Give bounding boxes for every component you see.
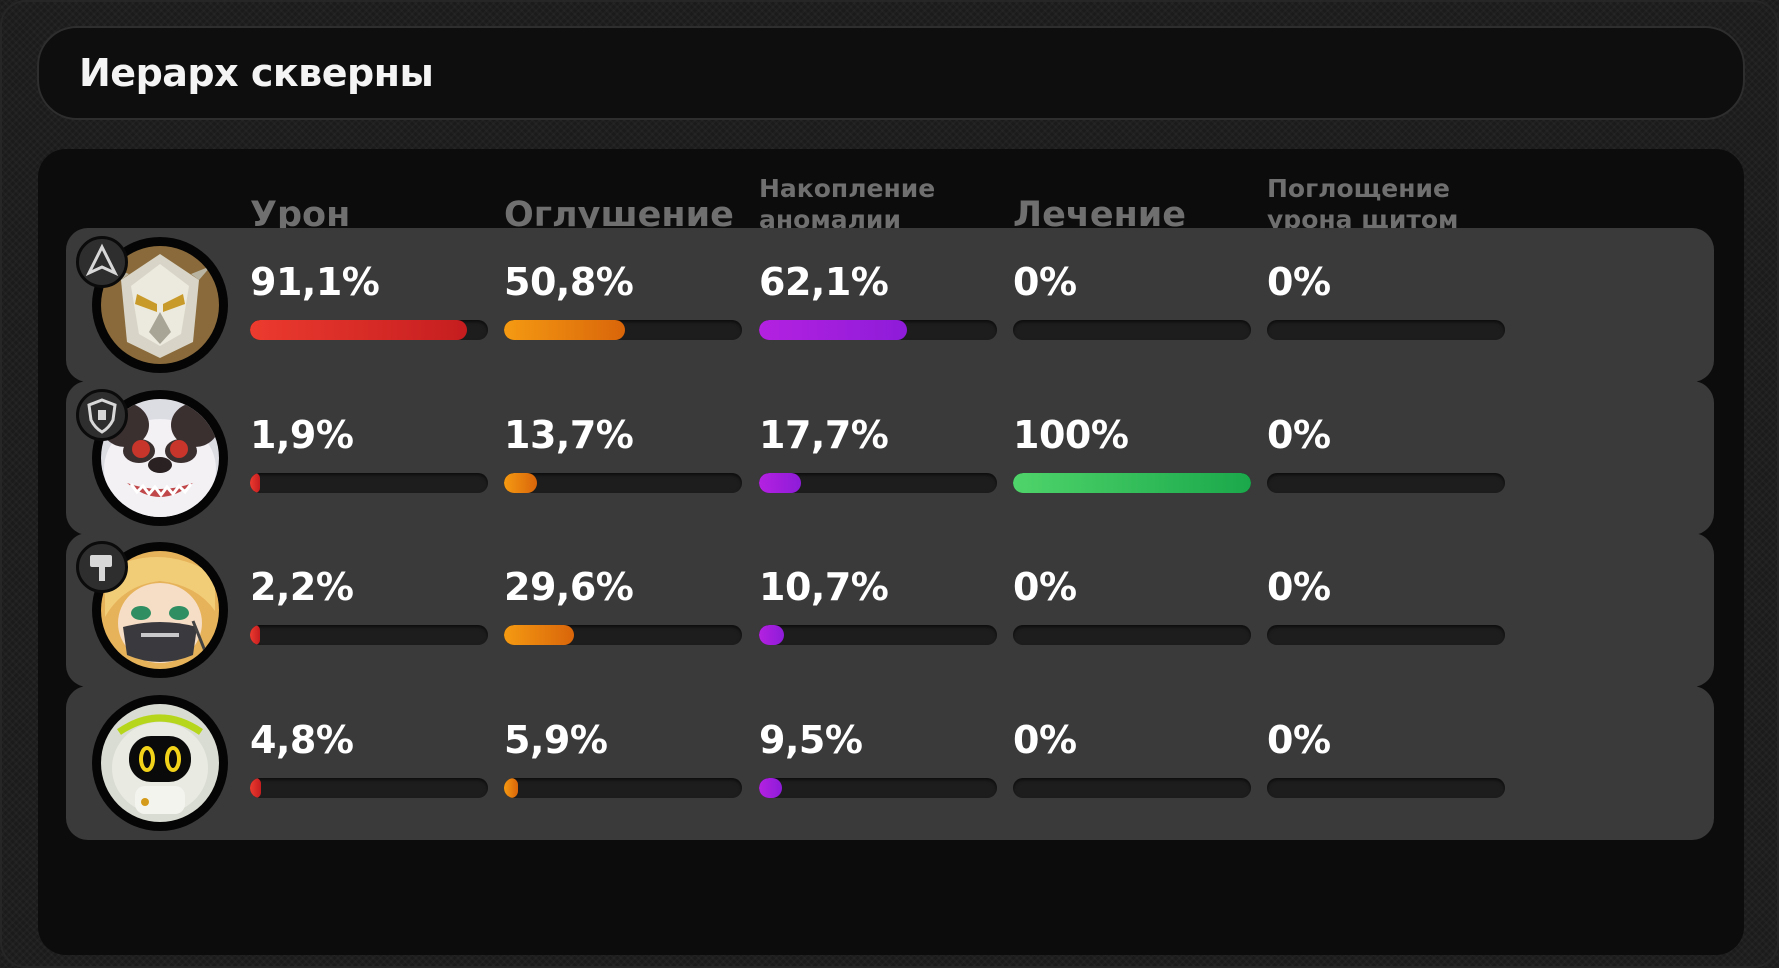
- progress-track: [1013, 473, 1251, 493]
- bangboo-robot-avatar: [92, 695, 228, 831]
- progress-fill: [1013, 473, 1251, 493]
- agent-row: 4,8% 5,9% 9,5% 0% 0%: [66, 686, 1714, 840]
- progress-track: [504, 320, 742, 340]
- stun-role-icon: [76, 541, 128, 593]
- stat-value: 0%: [1013, 260, 1077, 304]
- stat-cell-healing: 0%: [1013, 228, 1253, 382]
- blonde-masked-agent-avatar: [92, 542, 228, 678]
- stat-value: 1,9%: [250, 413, 354, 457]
- avatar-portrait: [101, 551, 219, 669]
- stat-cell-anomaly: 17,7%: [759, 381, 999, 535]
- stat-value: 0%: [1013, 565, 1077, 609]
- progress-track: [504, 625, 742, 645]
- stat-value: 4,8%: [250, 718, 354, 762]
- stat-cell-shield: 0%: [1267, 228, 1507, 382]
- stat-value: 17,7%: [759, 413, 889, 457]
- stat-cell-healing: 0%: [1013, 686, 1253, 840]
- column-header-anomaly: Накопление аномалии: [759, 174, 936, 234]
- agent-row: 1,9% 13,7% 17,7% 100% 0%: [66, 381, 1714, 535]
- stat-cell-anomaly: 9,5%: [759, 686, 999, 840]
- stat-value: 50,8%: [504, 260, 634, 304]
- column-header-shield: Поглощение урона щитом: [1267, 174, 1459, 234]
- stat-value: 0%: [1267, 413, 1331, 457]
- progress-track: [250, 778, 488, 798]
- stat-cell-daze: 29,6%: [504, 533, 744, 687]
- stat-value: 9,5%: [759, 718, 863, 762]
- progress-track: [759, 473, 997, 493]
- stat-cell-daze: 13,7%: [504, 381, 744, 535]
- progress-track: [759, 320, 997, 340]
- progress-fill: [250, 625, 260, 645]
- stat-value: 0%: [1267, 565, 1331, 609]
- progress-track: [759, 778, 997, 798]
- stat-cell-daze: 5,9%: [504, 686, 744, 840]
- progress-fill: [504, 778, 518, 798]
- progress-track: [1267, 778, 1505, 798]
- progress-fill: [759, 625, 784, 645]
- stat-value: 0%: [1267, 260, 1331, 304]
- progress-fill: [759, 320, 907, 340]
- progress-track: [1267, 625, 1505, 645]
- stat-cell-anomaly: 10,7%: [759, 533, 999, 687]
- progress-track: [1267, 320, 1505, 340]
- stat-value: 2,2%: [250, 565, 354, 609]
- stat-value: 5,9%: [504, 718, 608, 762]
- progress-track: [504, 778, 742, 798]
- stat-cell-damage: 1,9%: [250, 381, 490, 535]
- stat-cell-healing: 100%: [1013, 381, 1253, 535]
- progress-track: [250, 320, 488, 340]
- progress-track: [250, 473, 488, 493]
- stat-cell-shield: 0%: [1267, 686, 1507, 840]
- stat-cell-damage: 2,2%: [250, 533, 490, 687]
- stat-cell-shield: 0%: [1267, 533, 1507, 687]
- progress-track: [1013, 320, 1251, 340]
- stat-value: 29,6%: [504, 565, 634, 609]
- progress-track: [250, 625, 488, 645]
- progress-fill: [759, 473, 801, 493]
- progress-fill: [504, 320, 625, 340]
- progress-fill: [759, 778, 782, 798]
- progress-fill: [504, 473, 537, 493]
- stat-cell-damage: 91,1%: [250, 228, 490, 382]
- stat-value: 0%: [1013, 718, 1077, 762]
- stat-value: 62,1%: [759, 260, 889, 304]
- stat-cell-daze: 50,8%: [504, 228, 744, 382]
- progress-track: [1267, 473, 1505, 493]
- avatar-portrait: [101, 704, 219, 822]
- progress-fill: [504, 625, 574, 645]
- progress-track: [759, 625, 997, 645]
- stat-cell-anomaly: 62,1%: [759, 228, 999, 382]
- progress-track: [1013, 625, 1251, 645]
- avatar-portrait: [101, 399, 219, 517]
- stat-value: 100%: [1013, 413, 1129, 457]
- defense-role-icon: [76, 389, 128, 441]
- title-bar: Иерарх скверны: [37, 26, 1745, 120]
- stat-cell-damage: 4,8%: [250, 686, 490, 840]
- progress-fill: [250, 778, 261, 798]
- progress-fill: [250, 473, 260, 493]
- stat-value: 91,1%: [250, 260, 380, 304]
- stat-cell-shield: 0%: [1267, 381, 1507, 535]
- stat-value: 0%: [1267, 718, 1331, 762]
- agent-row: 2,2% 29,6% 10,7% 0% 0%: [66, 533, 1714, 687]
- panda-bear-agent-avatar: [92, 390, 228, 526]
- page-title: Иерарх скверны: [79, 51, 434, 95]
- progress-track: [1013, 778, 1251, 798]
- attack-role-icon: [76, 236, 128, 288]
- progress-fill: [250, 320, 467, 340]
- agent-row: 91,1% 50,8% 62,1% 0% 0%: [66, 228, 1714, 382]
- stat-cell-healing: 0%: [1013, 533, 1253, 687]
- progress-track: [504, 473, 742, 493]
- stat-value: 10,7%: [759, 565, 889, 609]
- stats-panel: Урон Оглушение Накопление аномалии Лечение П…: [38, 149, 1744, 955]
- stat-value: 13,7%: [504, 413, 634, 457]
